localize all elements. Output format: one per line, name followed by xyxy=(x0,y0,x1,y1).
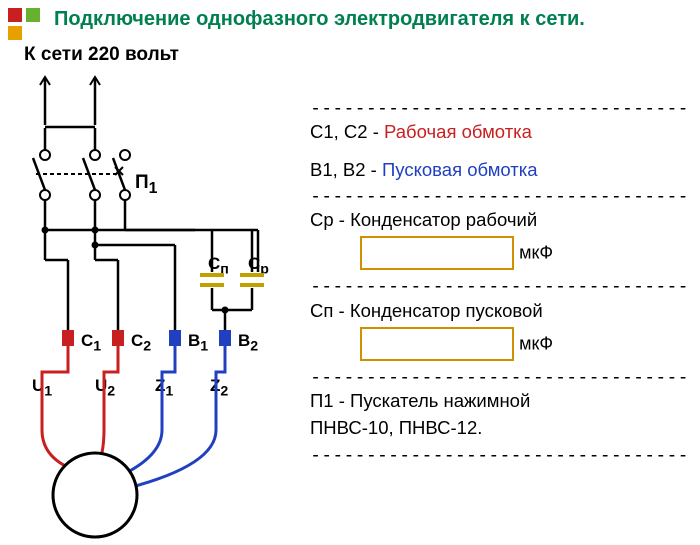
legend-divider: -------------------------------------- xyxy=(310,186,690,207)
terminal-b1 xyxy=(169,330,181,346)
terminal-c2 xyxy=(112,330,124,346)
legend-divider: -------------------------------------- xyxy=(310,367,690,388)
legend-p1-line1: П1 - Пускатель нажимной xyxy=(310,390,690,411)
cn-unit: мкФ xyxy=(519,334,553,354)
legend-b-val: Пусковая обмотка xyxy=(382,159,538,180)
legend-cp: Ср - Конденсатор рабочий xyxy=(310,209,690,230)
legend-c-key: С1, С2 - xyxy=(310,121,384,142)
legend-divider: -------------------------------------- xyxy=(310,445,690,466)
legend-divider: -------------------------------------- xyxy=(310,276,690,297)
legend-divider: -------------------------------------- xyxy=(310,98,690,119)
legend-b-key: В1, В2 - xyxy=(310,159,382,180)
cp-unit: мкФ xyxy=(519,243,553,263)
legend-cn-input-row: мкФ xyxy=(310,327,690,361)
terminal-c1 xyxy=(62,330,74,346)
legend-c-val: Рабочая обмотка xyxy=(384,121,532,142)
terminal-b2 xyxy=(219,330,231,346)
legend-panel: -------------------------------------- С… xyxy=(310,98,690,466)
legend-run-winding: С1, С2 - Рабочая обмотка xyxy=(310,121,690,142)
motor-symbol xyxy=(53,453,137,537)
legend-start-winding: В1, В2 - Пусковая обмотка xyxy=(310,159,690,180)
legend-cn: Сп - Конденсатор пусковой xyxy=(310,300,690,321)
legend-p1-line2: ПНВС-10, ПНВС-12. xyxy=(310,417,690,438)
cp-value-input[interactable] xyxy=(360,236,514,270)
legend-cp-input-row: мкФ xyxy=(310,236,690,270)
circuit-diagram xyxy=(0,0,310,545)
cn-value-input[interactable] xyxy=(360,327,514,361)
